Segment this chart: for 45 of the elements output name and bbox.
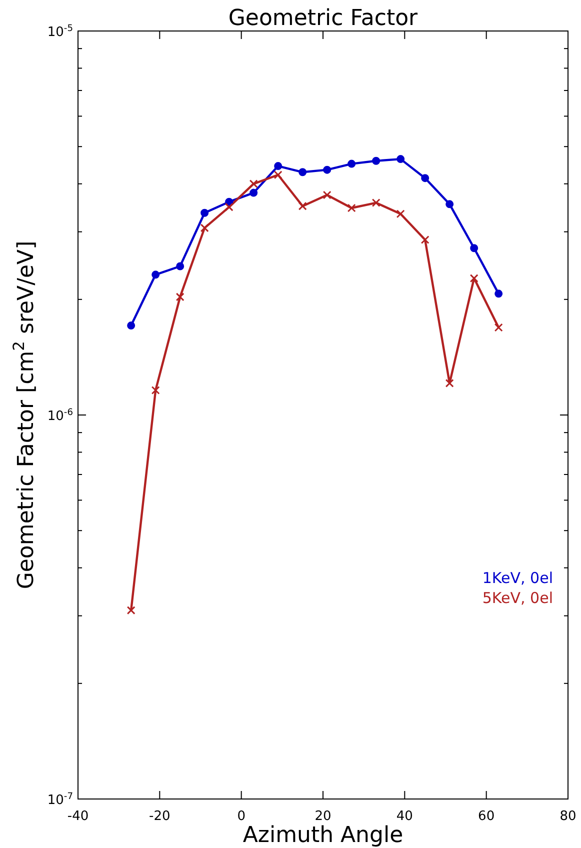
point [322, 190, 332, 200]
point [323, 166, 332, 174]
point [274, 170, 282, 180]
point [446, 200, 454, 208]
point [396, 210, 405, 218]
point [127, 322, 136, 330]
point [420, 236, 430, 244]
point [445, 378, 454, 388]
chart-title: Geometric Factor [228, 6, 419, 31]
x-tick-label: 20 [314, 809, 332, 824]
point [126, 606, 136, 615]
point [200, 208, 209, 217]
y-tick-label: 10$^{-5}$ [47, 24, 73, 40]
point [347, 204, 356, 212]
point [470, 244, 478, 252]
point [151, 386, 160, 394]
x-tick-label: 60 [478, 809, 495, 824]
point [494, 323, 503, 332]
point [250, 188, 258, 197]
point [176, 262, 184, 270]
x-tick-label: -20 [149, 809, 170, 824]
point [274, 162, 282, 170]
point [298, 168, 307, 176]
point [249, 180, 258, 188]
point [152, 270, 160, 279]
point [200, 224, 209, 232]
x-tick-label: 0 [237, 809, 246, 824]
point [298, 202, 307, 210]
point [348, 160, 356, 168]
text: 5KeV, 0el [482, 589, 553, 607]
point [494, 290, 503, 298]
y-tick-label: 10$^{-6}$ [47, 408, 74, 424]
point [372, 156, 380, 165]
text: 1KeV, 0el [482, 569, 553, 587]
point [176, 292, 184, 302]
x-tick-label: 40 [396, 809, 413, 824]
point [224, 202, 234, 212]
x-axis-title: Azimuth Angle [242, 823, 404, 848]
x-tick-label: 80 [560, 809, 576, 824]
y-tick-label: 10$^{-7}$ [47, 792, 74, 808]
point [396, 155, 405, 164]
point [470, 274, 478, 283]
x-tick-label: -40 [67, 809, 89, 824]
point [372, 198, 380, 208]
point [421, 174, 430, 182]
